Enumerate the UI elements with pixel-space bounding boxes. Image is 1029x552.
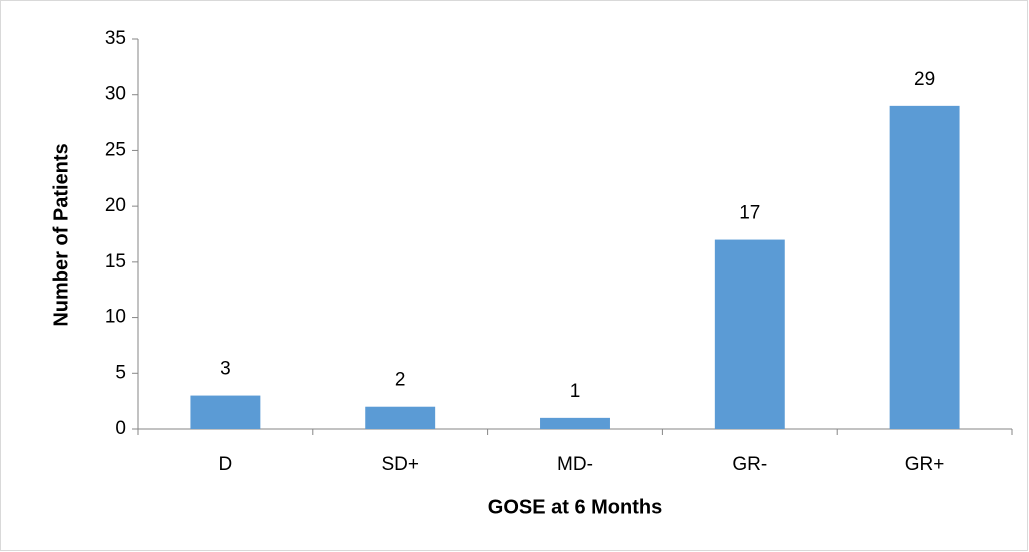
y-tick-label: 35 <box>105 28 126 49</box>
data-label: 1 <box>570 381 581 402</box>
bar <box>889 105 960 429</box>
data-label: 2 <box>395 370 406 391</box>
x-tick-label: MD- <box>557 454 593 475</box>
bar <box>714 239 785 429</box>
y-tick-label: 10 <box>105 307 126 328</box>
data-label: 17 <box>739 203 760 224</box>
bar <box>365 406 436 429</box>
x-axis-title: GOSE at 6 Months <box>488 496 662 518</box>
y-tick-label: 0 <box>115 418 126 439</box>
x-tick-label: GR+ <box>905 454 945 475</box>
y-tick-label: 15 <box>105 251 126 272</box>
x-tick-label: D <box>219 454 233 475</box>
y-tick-label: 20 <box>105 195 126 216</box>
data-label: 29 <box>914 69 935 90</box>
x-tick-label: SD+ <box>381 454 419 475</box>
y-tick-label: 25 <box>105 139 126 160</box>
y-tick-label: 30 <box>105 84 126 105</box>
bar <box>540 417 610 429</box>
x-tick-label: GR- <box>732 454 767 475</box>
data-label: 3 <box>220 359 231 380</box>
bar <box>190 395 261 429</box>
y-axis-title: Number of Patients <box>50 143 72 326</box>
y-tick-label: 5 <box>115 362 126 383</box>
